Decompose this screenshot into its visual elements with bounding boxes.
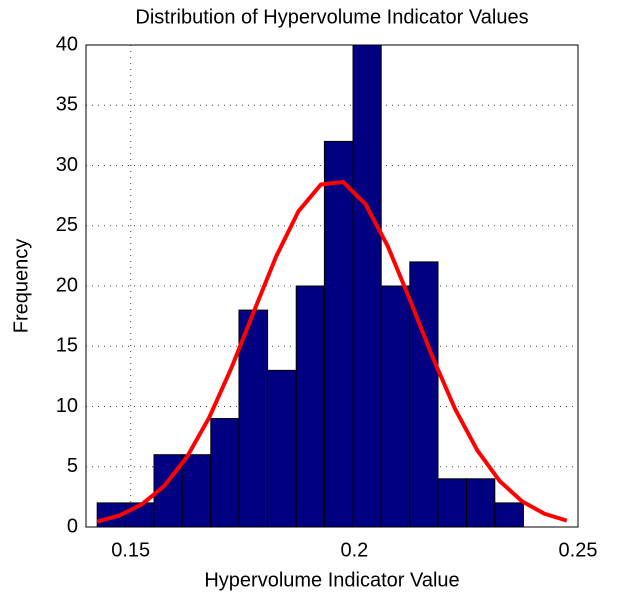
y-tick-label: 15 xyxy=(56,335,78,357)
chart-title: Distribution of Hypervolume Indicator Va… xyxy=(135,6,528,28)
bar xyxy=(267,369,297,528)
y-axis-label: Frequency xyxy=(10,239,32,334)
x-tick-label: 0.25 xyxy=(559,539,598,561)
x-tick-label: 0.2 xyxy=(340,539,368,561)
bar xyxy=(494,502,524,528)
bar xyxy=(409,261,439,528)
y-tick-label: 10 xyxy=(56,395,78,417)
y-tick-label: 0 xyxy=(67,515,78,537)
y-tick-label: 5 xyxy=(67,455,78,477)
bar xyxy=(238,309,269,528)
y-tick-label: 40 xyxy=(56,33,78,55)
bar xyxy=(323,140,354,528)
bar xyxy=(295,285,325,528)
y-tick-label: 35 xyxy=(56,94,78,116)
bar xyxy=(380,285,411,528)
x-tick-label: 0.15 xyxy=(111,539,150,561)
bar xyxy=(181,454,212,528)
x-axis-label: Hypervolume Indicator Value xyxy=(204,569,459,591)
y-tick-label: 30 xyxy=(56,154,78,176)
bar xyxy=(210,418,240,528)
bar xyxy=(352,44,382,528)
y-tick-label: 25 xyxy=(56,214,78,236)
plot-frame xyxy=(85,44,579,528)
bar xyxy=(437,478,468,528)
fit-curve xyxy=(96,180,568,524)
y-tick-label: 20 xyxy=(56,274,78,296)
bar xyxy=(466,478,496,528)
